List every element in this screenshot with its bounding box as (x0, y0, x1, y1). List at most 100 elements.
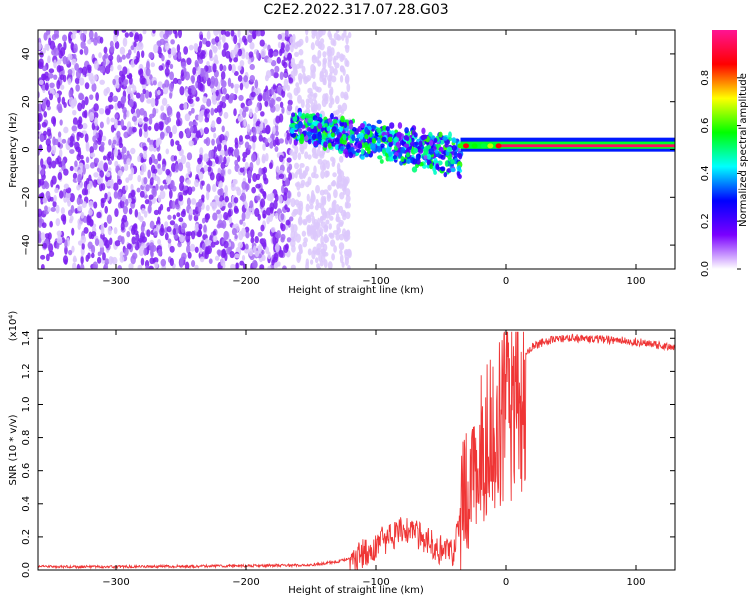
heatmap-cell (138, 33, 143, 42)
heatmap-cell (77, 102, 83, 112)
heatmap-cell (299, 59, 304, 65)
heatmap-cell (305, 30, 309, 36)
heatmap-cell (135, 233, 140, 242)
heatmap-cell (334, 144, 339, 151)
snr-frame (37, 329, 676, 571)
heatmap-cell (336, 223, 341, 231)
heatmap-cell (120, 221, 125, 231)
heatmap-cell (206, 77, 211, 87)
heatmap-cell (274, 243, 280, 253)
heatmap-cell (234, 159, 239, 166)
heatmap-cell (77, 148, 82, 158)
heatmap-cell (157, 239, 162, 245)
heatmap-cell (72, 53, 77, 59)
heatmap-cell (291, 244, 296, 253)
heatmap-cell (168, 82, 174, 92)
heatmap-cell (224, 252, 228, 262)
heatmap-cell (276, 86, 283, 95)
heatmap-cell (109, 91, 114, 98)
heatmap-cell (91, 82, 97, 92)
heatmap-cell (260, 111, 265, 117)
heatmap-cell (307, 87, 313, 94)
heatmap-cell (234, 148, 240, 158)
heatmap-cell (44, 43, 49, 51)
heatmap-cell (351, 126, 357, 132)
heatmap-cell (227, 202, 233, 209)
heatmap-cell (71, 227, 75, 236)
heatmap-cell (138, 237, 143, 243)
heatmap-cell (131, 115, 137, 122)
heatmap-cell (251, 186, 257, 194)
heatmap-cell (307, 154, 312, 160)
heatmap-cell (230, 82, 234, 89)
heatmap-cell (233, 57, 239, 63)
heatmap-cell (220, 257, 226, 267)
heatmap-cell (371, 137, 377, 144)
heatmap-cell (139, 92, 145, 103)
heatmap-cell (329, 66, 335, 74)
heatmap-cell (239, 108, 243, 116)
heatmap-cell (252, 173, 258, 182)
heatmap-cell (122, 37, 128, 47)
heatmap-cell (342, 133, 347, 141)
heatmap-cell (299, 173, 303, 179)
heatmap-cell (38, 114, 41, 123)
heatmap-cell (210, 126, 216, 133)
heatmap-cell (317, 41, 323, 50)
heatmap-cell (114, 123, 118, 129)
heatmap-cell (55, 218, 61, 227)
heatmap-cell (214, 156, 219, 164)
heatmap-cell (221, 34, 226, 44)
heatmap-cell (84, 163, 90, 170)
heatmap-cell (67, 69, 73, 76)
heatmap-cell (183, 67, 187, 74)
heatmap-cell (159, 122, 164, 130)
heatmap-cell (202, 96, 208, 104)
heatmap-cell (243, 38, 248, 46)
heatmap-cell (311, 55, 316, 60)
heatmap-cell (121, 30, 127, 33)
y-tick-label: 0.8 (21, 430, 32, 446)
heatmap-cell (307, 248, 312, 256)
heatmap-cell (222, 87, 227, 95)
heatmap-cell (87, 252, 91, 260)
heatmap-cell (180, 154, 187, 165)
heatmap-cell (300, 144, 305, 155)
heatmap-cell (421, 134, 428, 140)
heatmap-cell (258, 167, 263, 177)
heatmap-cell (175, 163, 179, 173)
heatmap-cell (69, 192, 75, 203)
heatmap-cell (212, 212, 218, 221)
heatmap-cell (238, 37, 243, 45)
heatmap-cell (52, 136, 56, 146)
heatmap-cell (341, 33, 345, 42)
heatmap-cell (243, 118, 247, 127)
heatmap-cell (271, 259, 275, 266)
heatmap-cell (183, 46, 189, 55)
heatmap-cell (201, 217, 206, 224)
heatmap-cell (60, 84, 65, 90)
heatmap-cell (239, 219, 244, 225)
heatmap-cell (340, 209, 347, 217)
heatmap-cell (185, 127, 190, 135)
colorbar-ticks: 0.0 0.2 0.4 0.6 0.8 (700, 70, 741, 277)
heatmap-cell (296, 86, 301, 94)
heatmap-cell (251, 134, 257, 143)
heatmap-cell (331, 126, 337, 133)
heatmap-cell (107, 159, 112, 165)
heatmap-cell (158, 65, 164, 71)
heatmap-cell (423, 155, 428, 160)
heatmap-cell (172, 214, 177, 220)
heatmap-cell (267, 57, 273, 64)
heatmap-cell (80, 235, 87, 244)
heatmap-cell (267, 265, 272, 269)
heatmap-cell (39, 134, 45, 143)
heatmap-cell (307, 117, 313, 124)
heatmap-cell (106, 116, 110, 125)
heatmap-cell (322, 195, 327, 202)
heatmap-cell (224, 185, 229, 194)
heatmap-cell (292, 33, 296, 42)
heatmap-cell (310, 124, 315, 129)
heatmap-cell (261, 155, 266, 164)
